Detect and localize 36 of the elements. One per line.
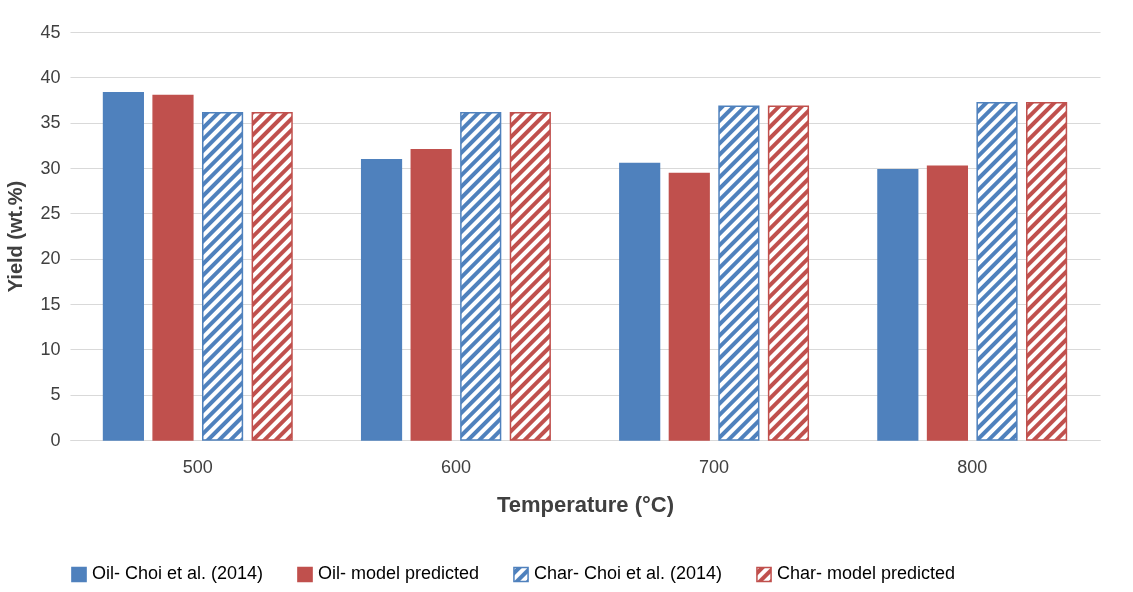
x-axis-title: Temperature (°C) <box>496 491 675 517</box>
bar <box>877 169 919 441</box>
bar <box>152 94 194 441</box>
y-axis-title: Yield (wt.%) <box>4 180 27 293</box>
legend-label: Oil- model predicted <box>318 563 480 584</box>
y-tick-label: 0 <box>50 429 61 450</box>
y-tick-label: 45 <box>40 21 61 42</box>
bar <box>460 111 502 441</box>
bar <box>360 159 403 441</box>
legend-label: Char- Choi et al. (2014) <box>534 563 723 584</box>
y-tick-label: 35 <box>40 112 61 133</box>
bar <box>718 105 760 441</box>
y-tick-label: 20 <box>40 248 61 269</box>
x-tick-label: 600 <box>440 456 471 477</box>
bar <box>410 149 452 441</box>
bar <box>509 111 551 441</box>
y-tick-label: 15 <box>40 293 61 314</box>
y-tick-label: 25 <box>40 202 61 223</box>
bar <box>201 111 244 441</box>
y-tick-label: 30 <box>40 157 61 178</box>
y-tick-label: 5 <box>50 384 61 405</box>
bar <box>926 165 969 441</box>
bar <box>102 92 144 441</box>
x-tick-label: 700 <box>699 456 730 477</box>
legend-label: Oil- Choi et al. (2014) <box>92 563 264 584</box>
y-tick-label: 40 <box>40 66 61 87</box>
legend-label: Char- model predicted <box>777 563 956 584</box>
y-tick-label: 10 <box>40 338 61 359</box>
x-tick-label: 500 <box>182 456 213 477</box>
bar <box>1026 101 1068 441</box>
bar <box>767 105 810 441</box>
bar <box>251 111 293 441</box>
bar <box>619 162 661 441</box>
bar <box>668 172 710 441</box>
x-tick-label: 800 <box>957 456 988 477</box>
bar <box>976 101 1018 441</box>
